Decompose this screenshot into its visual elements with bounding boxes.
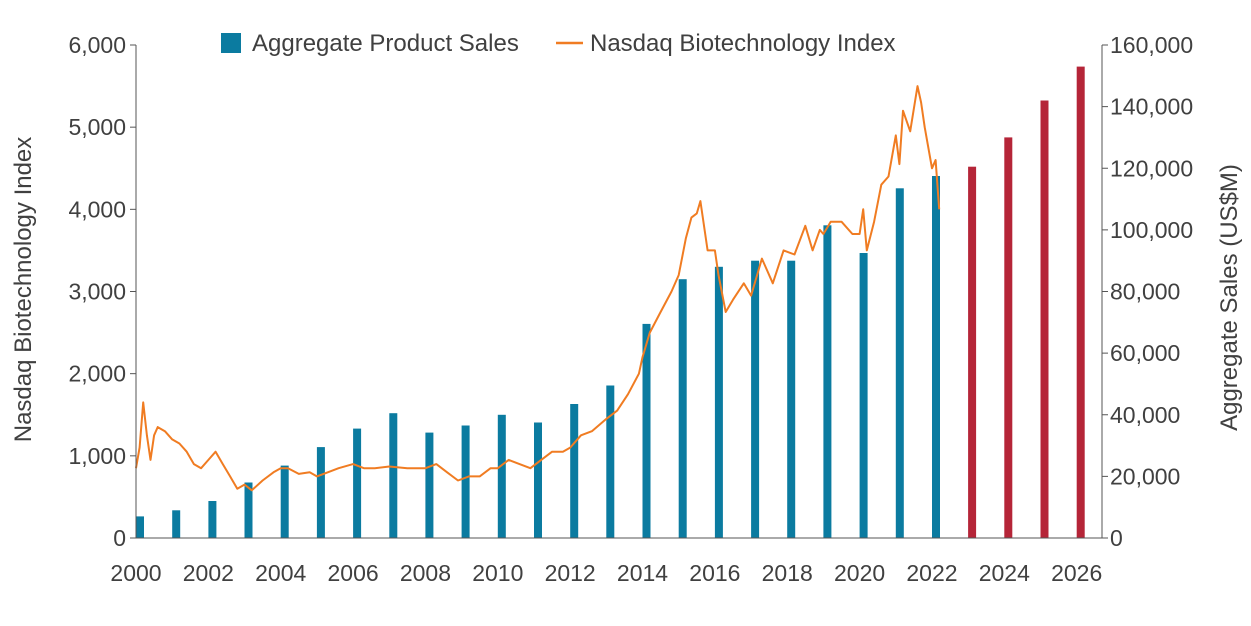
axes: 0 1,000 2,000 3,000 4,000 5,000 6,000 0 20,000 40…	[10, 32, 1243, 586]
right-tick-label: 140,000	[1110, 94, 1193, 120]
bar-2023	[968, 166, 977, 538]
left-tick-label: 0	[113, 525, 126, 551]
left-tick-label: 1,000	[68, 443, 126, 469]
left-tick-label: 6,000	[68, 32, 126, 58]
bar-2026	[1076, 66, 1085, 538]
x-tick-label: 2026	[1051, 560, 1102, 586]
bar-2013	[606, 385, 615, 538]
right-tick-label: 100,000	[1110, 217, 1193, 243]
right-tick-label: 120,000	[1110, 155, 1193, 181]
bar-2011	[534, 422, 542, 538]
bar-2002	[208, 501, 217, 538]
bar-2017	[751, 260, 760, 538]
bar-2020	[859, 253, 868, 538]
bar-2014	[642, 323, 651, 538]
legend-label-sales: Aggregate Product Sales	[252, 30, 519, 57]
x-tick-label: 2022	[906, 560, 957, 586]
right-tick-label: 0	[1110, 525, 1123, 551]
x-tick-label: 2024	[979, 560, 1030, 586]
bar-2007	[389, 413, 398, 538]
x-tick-label: 2010	[472, 560, 523, 586]
bar-2000	[136, 516, 144, 538]
legend-marker-sales	[221, 33, 241, 53]
x-tick-label: 2016	[689, 560, 740, 586]
right-tick-label: 20,000	[1110, 463, 1180, 489]
bar-2004	[280, 465, 289, 538]
x-tick-label: 2000	[110, 560, 161, 586]
bar-2024	[1004, 137, 1013, 538]
bar-2016	[714, 266, 723, 538]
right-tick-label: 40,000	[1110, 402, 1180, 428]
x-tick-label: 2020	[834, 560, 885, 586]
bar-2018	[787, 260, 796, 538]
left-tick-label: 5,000	[68, 114, 126, 140]
x-tick-label: 2004	[255, 560, 306, 586]
right-tick-label: 60,000	[1110, 340, 1180, 366]
bar-2022	[932, 176, 940, 538]
left-tick-label: 4,000	[68, 196, 126, 222]
bar-2009	[461, 425, 470, 538]
x-tick-label: 2002	[183, 560, 234, 586]
nasdaq-index-line	[135, 85, 941, 492]
bar-2025	[1040, 100, 1049, 538]
x-tick-label: 2006	[327, 560, 378, 586]
bar-2015	[678, 279, 687, 538]
bar-2006	[353, 428, 362, 538]
x-tick-label: 2008	[400, 560, 451, 586]
bar-2003	[244, 482, 253, 538]
left-axis-title: Nasdaq Biotechnology Index	[10, 137, 37, 443]
bar-2010	[497, 414, 506, 539]
legend: Aggregate Product Sales Nasdaq Biotechnol…	[221, 30, 896, 57]
bar-2019	[823, 225, 832, 539]
right-axis-title: Aggregate Sales (US$M)	[1216, 164, 1243, 431]
bar-2005	[316, 447, 325, 538]
bar-2008	[425, 432, 434, 538]
right-tick-label: 80,000	[1110, 279, 1180, 305]
bar-2021	[895, 188, 904, 539]
x-tick-label: 2014	[617, 560, 668, 586]
left-tick-label: 2,000	[68, 361, 126, 387]
legend-label-index: Nasdaq Biotechnology Index	[590, 30, 896, 57]
bar-2012	[570, 404, 579, 538]
left-tick-label: 3,000	[68, 279, 126, 305]
x-tick-label: 2012	[545, 560, 596, 586]
x-tick-label: 2018	[762, 560, 813, 586]
bar-series	[136, 66, 1085, 539]
bar-2001	[172, 510, 181, 538]
right-tick-label: 160,000	[1110, 32, 1193, 58]
